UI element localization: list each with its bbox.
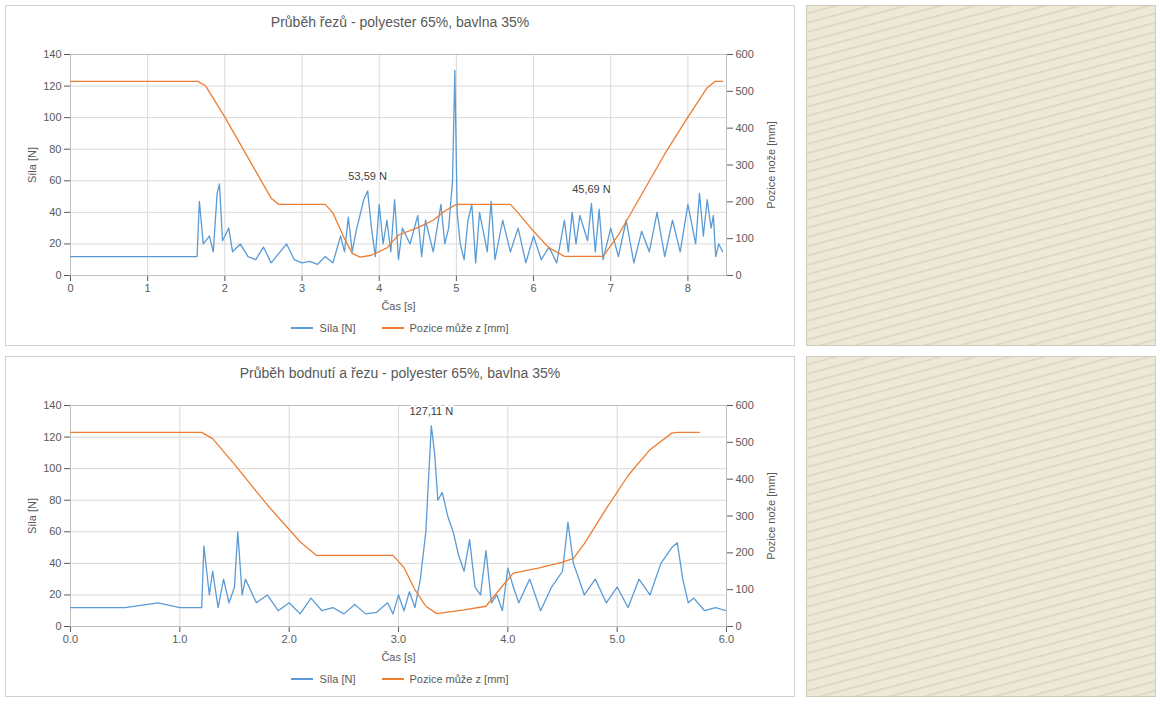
svg-text:200: 200	[736, 546, 754, 558]
svg-text:4: 4	[376, 282, 382, 294]
svg-text:60: 60	[49, 174, 61, 186]
svg-text:3: 3	[299, 282, 305, 294]
svg-text:Síla [N]: Síla [N]	[26, 147, 38, 183]
html-text:Průběh bodnutí a řezu - polyes: Průběh bodnutí a řezu - polyester 65%, b…	[239, 365, 561, 381]
svg-text:100: 100	[43, 111, 61, 123]
svg-text:0: 0	[67, 282, 73, 294]
svg-text:4.0: 4.0	[500, 633, 515, 645]
html-text:Síla [N]: Síla [N]	[319, 673, 356, 685]
svg-text:1.0: 1.0	[172, 633, 187, 645]
svg-text:40: 40	[49, 557, 61, 569]
svg-text:Síla [N]: Síla [N]	[26, 498, 38, 534]
svg-text:0: 0	[736, 620, 742, 632]
svg-text:2: 2	[222, 282, 228, 294]
svg-text:Čas [s]: Čas [s]	[381, 300, 415, 312]
svg-text:0: 0	[55, 269, 61, 281]
svg-text:400: 400	[736, 473, 754, 485]
svg-text:127,11 N: 127,11 N	[409, 405, 453, 417]
svg-text:500: 500	[736, 85, 754, 97]
html-text:Síla [N]: Síla [N]	[319, 322, 356, 334]
svg-text:6.0: 6.0	[719, 633, 734, 645]
svg-text:20: 20	[49, 588, 61, 600]
svg-text:60: 60	[49, 525, 61, 537]
svg-text:8: 8	[685, 282, 691, 294]
svg-text:2.0: 2.0	[282, 633, 297, 645]
svg-text:80: 80	[49, 143, 61, 155]
svg-text:45,69 N: 45,69 N	[572, 183, 611, 195]
svg-text:Pozice nože [mm]: Pozice nože [mm]	[765, 472, 777, 559]
svg-text:100: 100	[736, 232, 754, 244]
svg-text:20: 20	[49, 237, 61, 249]
html-text:Průběh řezů - polyester 65%, b: Průběh řezů - polyester 65%, bavlna 35%	[270, 14, 530, 30]
svg-text:100: 100	[736, 583, 754, 595]
svg-text:5.0: 5.0	[610, 633, 625, 645]
svg-text:500: 500	[736, 436, 754, 448]
svg-text:0: 0	[55, 620, 61, 632]
svg-text:120: 120	[43, 431, 61, 443]
svg-text:600: 600	[736, 399, 754, 411]
svg-text:3.0: 3.0	[391, 633, 406, 645]
html-text:Pozice může z [mm]: Pozice může z [mm]	[409, 673, 509, 685]
svg-text:80: 80	[49, 494, 61, 506]
svg-text:53,59 N: 53,59 N	[348, 170, 387, 182]
svg-text:400: 400	[736, 122, 754, 134]
svg-text:40: 40	[49, 206, 61, 218]
svg-text:Čas [s]: Čas [s]	[381, 651, 415, 663]
svg-text:300: 300	[736, 159, 754, 171]
svg-text:0: 0	[736, 269, 742, 281]
svg-text:6: 6	[530, 282, 536, 294]
svg-text:300: 300	[736, 510, 754, 522]
svg-text:0.0: 0.0	[63, 633, 78, 645]
svg-text:600: 600	[736, 48, 754, 60]
svg-text:Pozice nože [mm]: Pozice nože [mm]	[765, 121, 777, 208]
html-text:Pozice může z [mm]: Pozice může z [mm]	[409, 322, 509, 334]
svg-text:200: 200	[736, 195, 754, 207]
svg-text:100: 100	[43, 462, 61, 474]
svg-text:1: 1	[145, 282, 151, 294]
svg-text:5: 5	[453, 282, 459, 294]
svg-text:140: 140	[43, 48, 61, 60]
svg-text:120: 120	[43, 80, 61, 92]
svg-text:140: 140	[43, 399, 61, 411]
svg-text:7: 7	[608, 282, 614, 294]
